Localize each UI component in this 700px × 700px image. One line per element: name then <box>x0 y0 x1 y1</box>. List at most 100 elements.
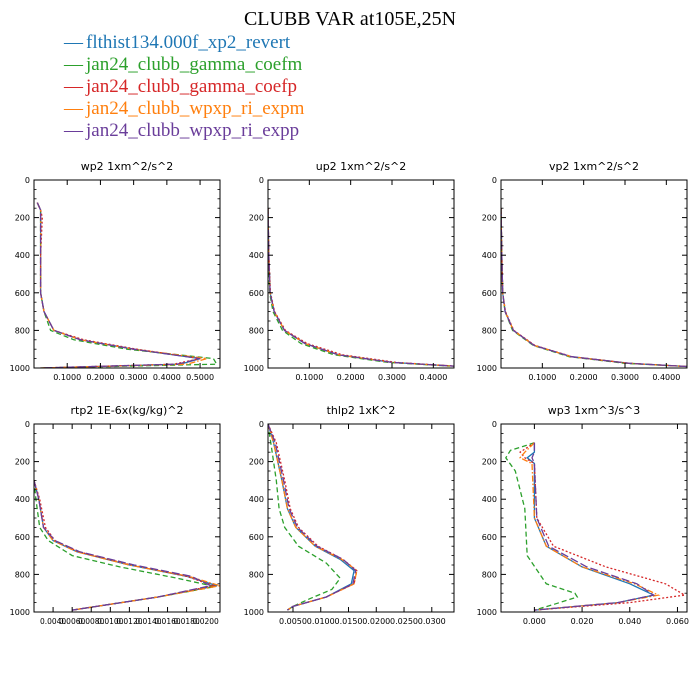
x-tick-label: 0.4000 <box>153 373 181 382</box>
y-tick-label: 200 <box>482 214 497 223</box>
legend-label: jan24_clubb_gamma_coefp <box>86 76 298 97</box>
y-tick-label: 0 <box>259 420 264 429</box>
panel-title: up2 1xm^2/s^2 <box>316 160 407 173</box>
y-tick-label: 800 <box>15 570 30 579</box>
series-line <box>268 424 358 611</box>
panel-title: wp2 1xm^2/s^2 <box>81 160 174 173</box>
y-tick-label: 200 <box>249 214 264 223</box>
series-line <box>34 480 220 611</box>
plot-frame <box>33 179 221 369</box>
x-tick-label: 0.2000 <box>337 373 365 382</box>
x-tick-label: 0.3000 <box>378 373 406 382</box>
y-tick-label: 400 <box>15 495 30 504</box>
y-tick-label: 0 <box>492 176 497 185</box>
series-line <box>268 208 450 367</box>
x-tick-label: 0.0120 <box>116 617 142 626</box>
series-line <box>268 424 357 611</box>
x-tick-label: 0.2000 <box>86 373 114 382</box>
x-tick-label: 0.0100 <box>307 617 335 626</box>
x-tick-label: 0.040 <box>618 617 641 626</box>
legend-swatch: — <box>64 54 83 75</box>
y-tick-label: 1000 <box>244 608 264 617</box>
legend-item: — jan24_clubb_gamma_coefp <box>64 76 304 98</box>
plot-frame <box>500 423 688 613</box>
series-line <box>268 424 358 611</box>
legend-item: — jan24_clubb_wpxp_ri_expp <box>64 120 304 142</box>
y-tick-label: 600 <box>249 289 264 298</box>
x-tick-label: 0.0050 <box>279 617 307 626</box>
legend-swatch: — <box>64 120 83 141</box>
series-line <box>501 208 687 368</box>
x-tick-label: 0.2000 <box>570 373 598 382</box>
series-line <box>36 202 201 368</box>
y-tick-label: 0 <box>259 176 264 185</box>
series-line <box>268 424 355 611</box>
x-tick-label: 0.0200 <box>193 617 219 626</box>
series-line <box>268 424 342 611</box>
x-tick-label: 0.0140 <box>135 617 161 626</box>
series-line <box>268 208 454 367</box>
y-tick-label: 600 <box>15 289 30 298</box>
series-line <box>268 208 454 367</box>
x-tick-label: 0.1000 <box>295 373 323 382</box>
legend-item: — jan24_clubb_wpxp_ri_expm <box>64 98 304 120</box>
legend-label: jan24_clubb_gamma_coefm <box>86 54 303 75</box>
x-tick-label: 0.0200 <box>362 617 390 626</box>
x-tick-label: 0.3000 <box>611 373 639 382</box>
x-tick-label: 0.1000 <box>53 373 81 382</box>
x-tick-label: 0.020 <box>571 617 594 626</box>
y-tick-label: 600 <box>482 289 497 298</box>
legend-item: — jan24_clubb_gamma_coefm <box>64 54 304 76</box>
legend-item: — flthist134.000f_xp2_revert <box>64 32 304 54</box>
y-tick-label: 200 <box>249 458 264 467</box>
series-line <box>268 208 454 367</box>
chart-title: CLUBB VAR at105E,25N <box>243 8 457 30</box>
y-tick-label: 0 <box>25 176 30 185</box>
y-tick-label: 1000 <box>244 364 264 373</box>
legend-swatch: — <box>64 76 83 97</box>
series-line <box>34 480 213 611</box>
x-tick-label: 0.0300 <box>418 617 446 626</box>
plot-frame <box>267 423 455 613</box>
series-line <box>36 202 207 368</box>
series-line <box>501 208 687 368</box>
plot-frame <box>500 179 688 369</box>
y-tick-label: 400 <box>249 495 264 504</box>
series-line <box>505 442 579 611</box>
series-line <box>526 442 656 611</box>
x-tick-label: 0.3000 <box>120 373 148 382</box>
y-tick-label: 200 <box>482 458 497 467</box>
series-line <box>519 442 661 611</box>
y-tick-label: 200 <box>15 214 30 223</box>
plot-frame <box>33 423 221 613</box>
series-line <box>268 208 454 367</box>
x-tick-label: 0.0100 <box>97 617 123 626</box>
y-tick-label: 800 <box>15 326 30 335</box>
legend-swatch: — <box>64 98 83 119</box>
y-tick-label: 400 <box>482 495 497 504</box>
y-tick-label: 600 <box>249 533 264 542</box>
series-line <box>36 202 201 368</box>
legend-label: jan24_clubb_wpxp_ri_expm <box>86 98 305 119</box>
y-tick-label: 200 <box>15 458 30 467</box>
x-tick-label: 0.0150 <box>335 617 363 626</box>
x-tick-label: 0.1000 <box>528 373 556 382</box>
series-line <box>36 202 201 368</box>
y-tick-label: 600 <box>15 533 30 542</box>
x-tick-label: 0.0060 <box>59 617 85 626</box>
x-tick-label: 0.0080 <box>78 617 104 626</box>
y-tick-label: 1000 <box>10 364 30 373</box>
x-tick-label: 0.0040 <box>40 617 66 626</box>
series-line <box>531 442 656 611</box>
legend: — flthist134.000f_xp2_revert — jan24_clubb… <box>64 32 304 142</box>
x-tick-label: 0.0180 <box>173 617 199 626</box>
y-tick-label: 1000 <box>10 608 30 617</box>
y-tick-label: 800 <box>249 570 264 579</box>
y-tick-label: 800 <box>482 326 497 335</box>
x-tick-label: 0.4000 <box>652 373 680 382</box>
series-line <box>519 442 687 611</box>
x-tick-label: 0.000 <box>523 617 546 626</box>
x-tick-label: 0.060 <box>666 617 689 626</box>
y-tick-label: 400 <box>15 251 30 260</box>
y-tick-label: 1000 <box>477 364 497 373</box>
